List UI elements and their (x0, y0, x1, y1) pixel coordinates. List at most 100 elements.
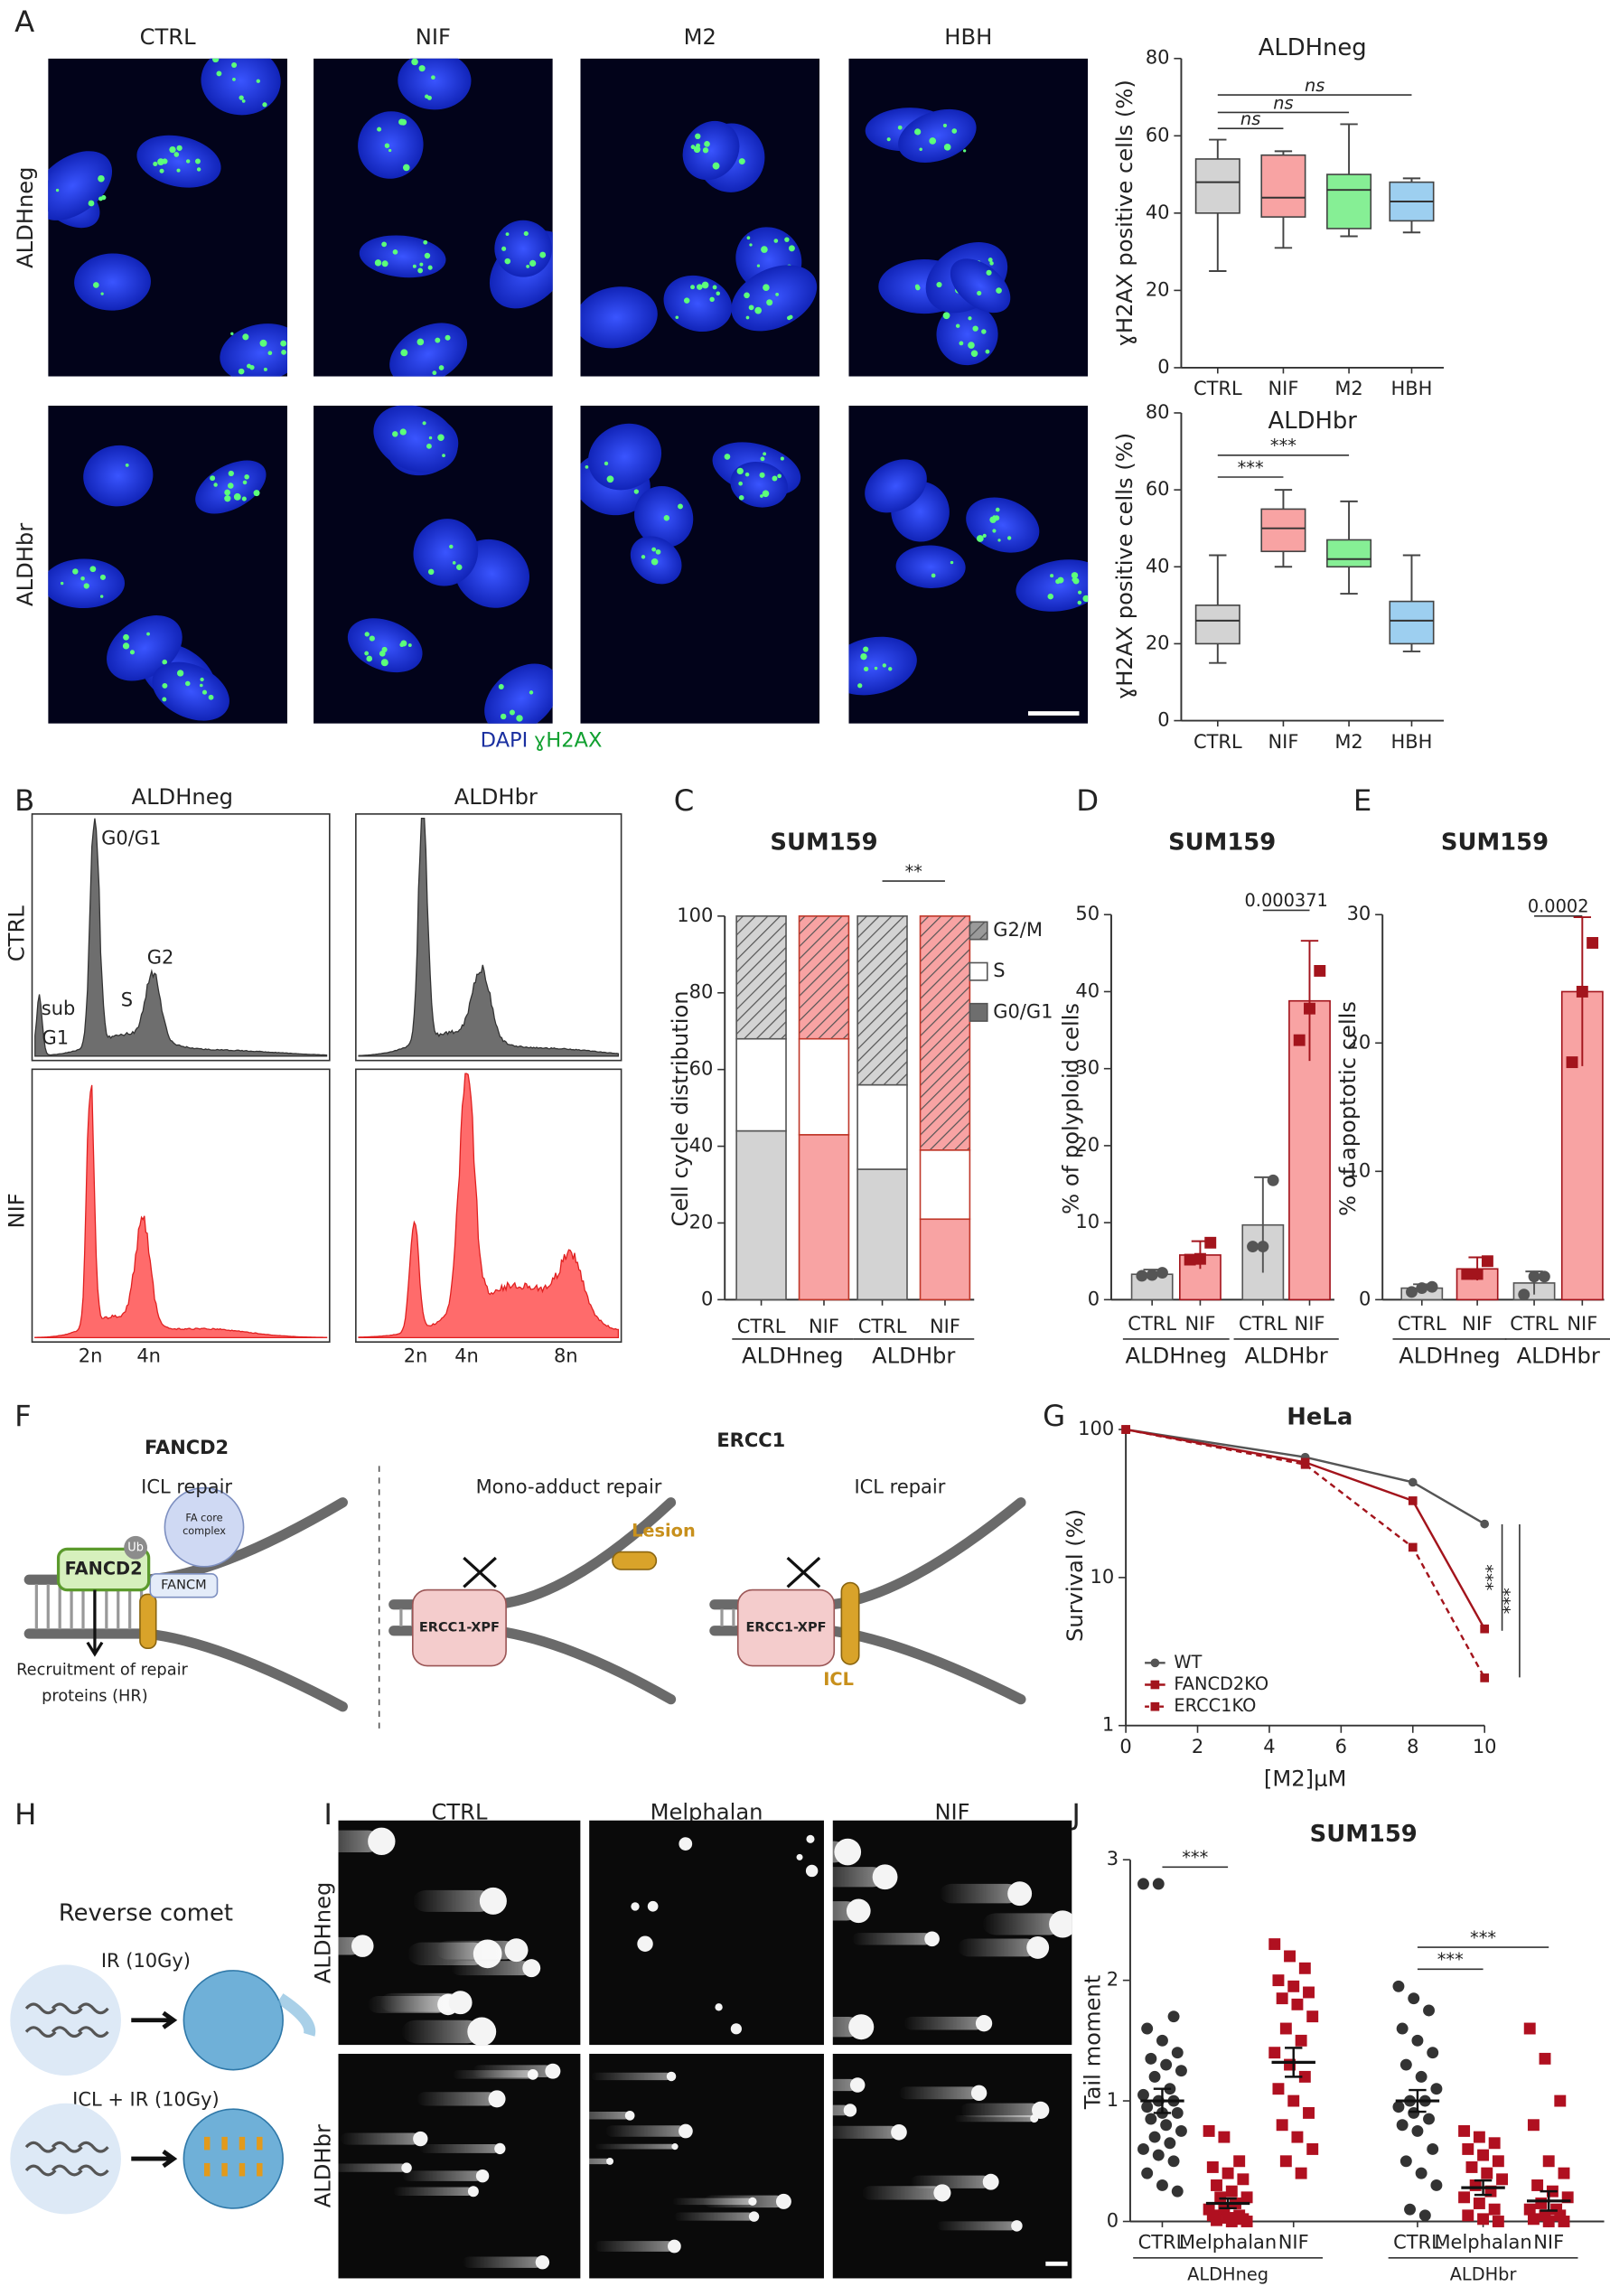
foci (194, 158, 201, 164)
data-point (1237, 2173, 1250, 2186)
data-point (1408, 1477, 1418, 1487)
ploidy-label: 4n (136, 1345, 161, 1366)
row-label: ALDHbr (310, 2124, 335, 2207)
foci (651, 558, 659, 566)
row-label: ALDHneg (310, 1882, 335, 1983)
comet-head (368, 1827, 396, 1855)
arrow (131, 2150, 178, 2169)
annotation: ns (1240, 108, 1260, 129)
data-point (1314, 964, 1326, 977)
foci (498, 684, 504, 689)
crosslink (257, 2136, 263, 2151)
data-point (1291, 1998, 1304, 2010)
comet-head (488, 2090, 506, 2108)
y-tick-label: 10 (1347, 1159, 1371, 1181)
foci (427, 568, 435, 576)
group-label: ALDHneg (1126, 1343, 1227, 1368)
box (1260, 154, 1306, 218)
foci (423, 239, 428, 245)
foci (437, 434, 445, 441)
x-tick-label: NIF (1184, 1313, 1215, 1335)
box (1389, 600, 1435, 645)
data-point (1204, 1236, 1217, 1249)
ercc1-box (736, 1588, 836, 1667)
data-point (1148, 2131, 1161, 2143)
foci (863, 646, 869, 652)
foci (242, 333, 249, 341)
foci (224, 495, 231, 502)
comet-head (843, 2104, 857, 2117)
column-label: M2 (684, 24, 716, 50)
x-tick-label: NIF (1268, 378, 1298, 399)
data-point (1184, 1253, 1196, 1266)
data-point (1152, 2149, 1165, 2161)
foci (230, 332, 234, 336)
data-point (1518, 1289, 1530, 1301)
data-point (1203, 2124, 1215, 2137)
foci (760, 456, 765, 462)
comet-tail (898, 2086, 979, 2100)
foci (381, 260, 388, 267)
foci (963, 149, 967, 153)
fancd2-box (56, 1547, 151, 1592)
comet-head (891, 2123, 907, 2141)
data-point (1488, 2203, 1501, 2216)
panel-label: E (1353, 783, 1371, 818)
foci (381, 241, 388, 248)
dna-fragment (77, 2002, 109, 2015)
histogram-frame (31, 813, 331, 1062)
diagram-label: complex (183, 1525, 226, 1537)
foci (1047, 593, 1054, 600)
comet-tail (851, 1933, 932, 1945)
y-tick-label: 80 (689, 981, 714, 1003)
foci (1072, 577, 1076, 582)
data-point (1415, 2167, 1427, 2179)
comet-head (846, 1898, 871, 1924)
arrow (86, 1589, 104, 1657)
arrow (131, 2010, 178, 2029)
foci (196, 167, 201, 172)
data-point (1554, 2095, 1567, 2107)
data-point (1193, 1252, 1206, 1265)
data-point (1160, 2058, 1173, 2071)
comet-head (1049, 1910, 1072, 1938)
foci (704, 140, 710, 147)
foci (364, 632, 370, 637)
group-label: ALDHbr (872, 1343, 955, 1368)
column-label: ALDHneg (132, 784, 233, 810)
data-point (1523, 2022, 1536, 2035)
foci (754, 306, 763, 314)
nucleus (848, 636, 917, 696)
diagram-label: Mono-adduct repair (476, 1476, 662, 1498)
foci (129, 650, 136, 655)
comet-head (848, 2014, 875, 2040)
y-axis-label: ɣH2AX positive cells (%) (1112, 433, 1137, 699)
comet-tail (473, 2065, 553, 2077)
data-point (1480, 1624, 1490, 1634)
data-point (1477, 2213, 1490, 2226)
data-point (1141, 2167, 1154, 2179)
comet-tail (338, 2163, 407, 2172)
foci (380, 659, 388, 667)
data-point (1461, 1268, 1474, 1280)
foci (431, 75, 435, 80)
y-tick-label: 3 (1107, 1848, 1119, 1870)
data-point (1137, 2142, 1149, 2155)
data-point (1480, 1519, 1490, 1529)
comet-head (834, 1838, 862, 1866)
icl-rod (840, 1581, 860, 1665)
bar-segment (798, 915, 850, 1040)
foci (400, 640, 407, 647)
foci (914, 128, 922, 136)
foci (942, 123, 948, 127)
image-background (314, 58, 553, 377)
data-point (1240, 2191, 1253, 2204)
data-point (1408, 1542, 1418, 1552)
foci (663, 515, 670, 521)
foci (233, 492, 241, 501)
legend-label: S (993, 960, 1005, 981)
y-tick-label: 20 (1347, 1031, 1371, 1053)
dna-fragment (51, 2002, 83, 2015)
data-point (1473, 2198, 1485, 2209)
